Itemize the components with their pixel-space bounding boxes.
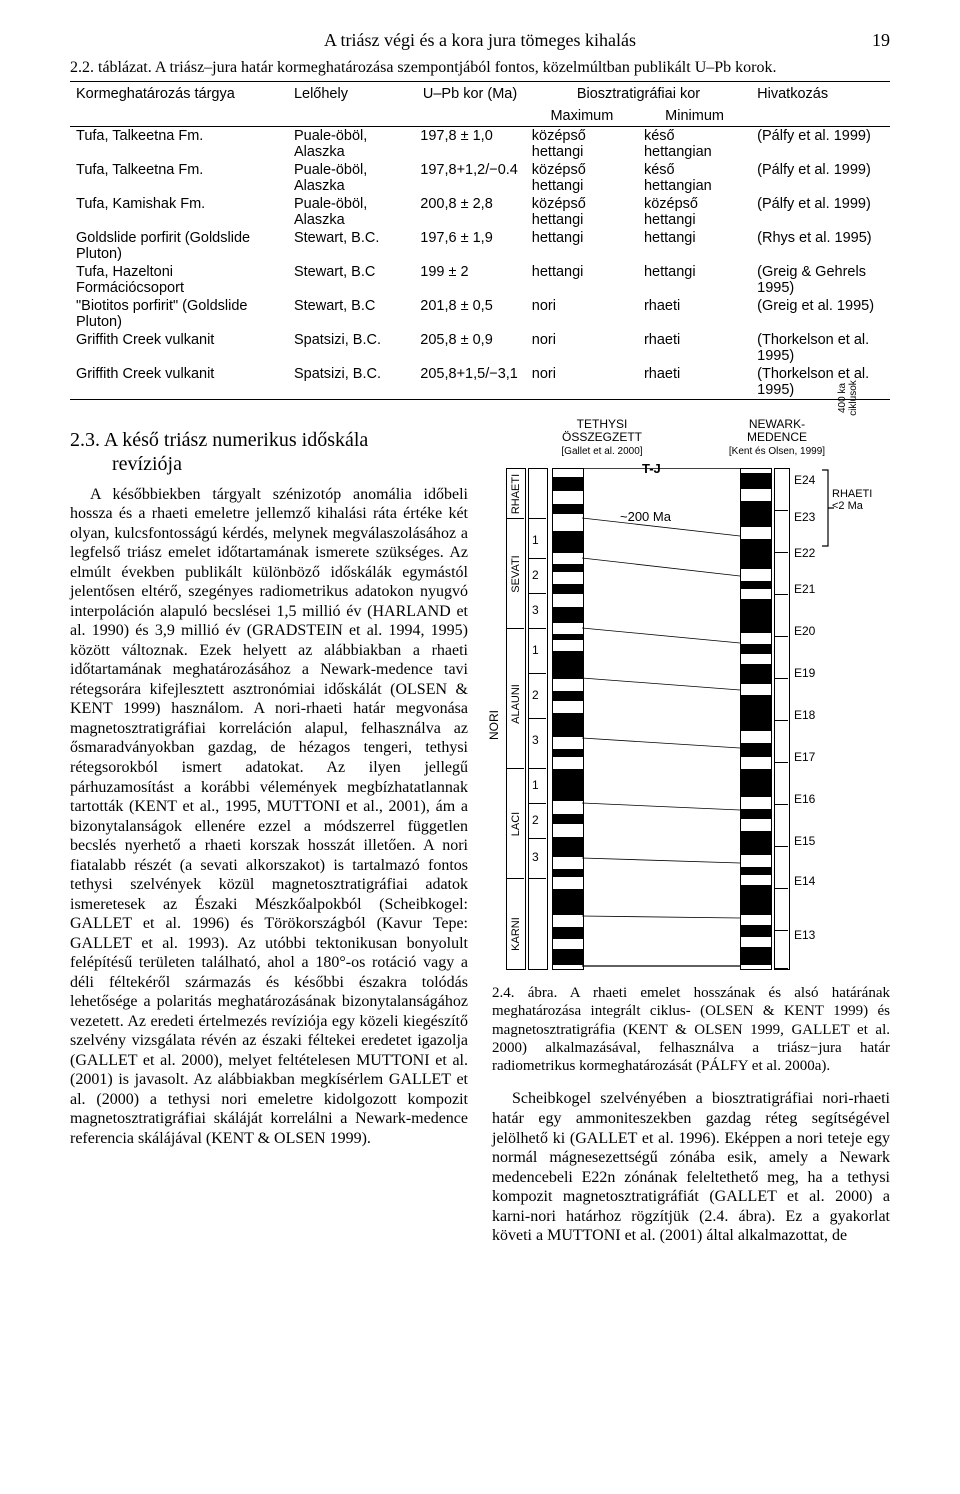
tj-label: T-J bbox=[642, 462, 661, 476]
table-row: "Biotitos porfirit" (Goldslide Pluton)St… bbox=[70, 297, 890, 331]
page-number: 19 bbox=[872, 30, 890, 51]
rhaeti-side-label: RHAETI <2 Ma bbox=[832, 488, 872, 512]
table-row: Griffith Creek vulkanitSpatsizi, B.C.205… bbox=[70, 365, 890, 399]
nori-label: NORI bbox=[487, 695, 501, 755]
e-label: E15 bbox=[794, 834, 815, 848]
e-label: E19 bbox=[794, 666, 815, 680]
e-label: E20 bbox=[794, 624, 815, 638]
th-min: Minimum bbox=[638, 104, 751, 127]
newark-cycle-column bbox=[774, 468, 790, 970]
e-label: E17 bbox=[794, 750, 815, 764]
fig-left-title: TETHYSI ÖSSZEGZETT [Gallet et al. 2000] bbox=[542, 418, 662, 458]
running-head: A triász végi és a kora jura tömeges kih… bbox=[70, 30, 890, 51]
th-age: U–Pb kor (Ma) bbox=[414, 82, 525, 127]
approx200-label: ~200 Ma bbox=[620, 510, 671, 524]
th-ref: Hivatkozás bbox=[751, 82, 890, 127]
e-label: E21 bbox=[794, 582, 815, 596]
figure-2-4-caption: 2.4. ábra. A rhaeti emelet hosszának és … bbox=[492, 984, 890, 1075]
rhaeti-bracket bbox=[822, 468, 834, 548]
table-row: Tufa, Talkeetna Fm.Puale-öböl, Alaszka19… bbox=[70, 161, 890, 195]
table-row: Tufa, Talkeetna Fm.Puale-öböl, Alaszka19… bbox=[70, 127, 890, 162]
e-label: E14 bbox=[794, 874, 815, 888]
e-label: E16 bbox=[794, 792, 815, 806]
table-2-2: Kormeghatározás tárgya Lelőhely U–Pb kor… bbox=[70, 81, 890, 400]
table-row: Goldslide porfirit (Goldslide Pluton)Ste… bbox=[70, 229, 890, 263]
section-2-3-title: 2.3. A késő triász numerikus időskála re… bbox=[70, 428, 468, 477]
section-num: 2.3. bbox=[70, 429, 100, 451]
table-row: Griffith Creek vulkanitSpatsizi, B.C.205… bbox=[70, 331, 890, 365]
e-label: E18 bbox=[794, 708, 815, 722]
stage-sevati: SEVATI bbox=[510, 544, 522, 604]
e-label: E24 bbox=[794, 473, 815, 487]
e-label: E23 bbox=[794, 510, 815, 524]
body-left-text: A későbbiekben tárgyalt szénizotóp anomá… bbox=[70, 485, 468, 1149]
fig-cycles-label: 400 ka ciklusok bbox=[837, 374, 859, 422]
stage-karni: KARNI bbox=[510, 904, 522, 964]
stage-rhaeti: RHAETI bbox=[510, 464, 522, 524]
table-row: Tufa, Kamishak Fm.Puale-öböl, Alaszka200… bbox=[70, 195, 890, 229]
table-row: Tufa, Hazeltoni FormációcsoportStewart, … bbox=[70, 263, 890, 297]
newark-magneto-column bbox=[740, 468, 772, 970]
tethys-magneto-column bbox=[552, 468, 584, 970]
right-body-text: Scheibkogel szelvényében a biosztratigrá… bbox=[492, 1089, 890, 1245]
stage-alauni: ALAUNI bbox=[510, 674, 522, 734]
section-title-l1: A késő triász numerikus időskála bbox=[104, 429, 368, 451]
e-label: E13 bbox=[794, 928, 815, 942]
running-head-text: A triász végi és a kora jura tömeges kih… bbox=[324, 30, 636, 50]
e-label: E22 bbox=[794, 546, 815, 560]
table-2-2-caption: 2.2. táblázat. A triász–jura határ korme… bbox=[70, 59, 890, 77]
th-loc: Lelőhely bbox=[288, 82, 414, 127]
left-column: 2.3. A késő triász numerikus időskála re… bbox=[70, 418, 468, 1148]
section-title-l2: revíziója bbox=[112, 452, 468, 476]
stage-laci: LACI bbox=[510, 794, 522, 854]
right-column: TETHYSI ÖSSZEGZETT [Gallet et al. 2000] … bbox=[492, 418, 890, 1246]
correlation-lines bbox=[582, 468, 740, 968]
th-max: Maximum bbox=[526, 104, 638, 127]
figure-2-4: TETHYSI ÖSSZEGZETT [Gallet et al. 2000] … bbox=[492, 418, 890, 978]
fig-right-title: NEWARK-MEDENCE [Kent és Olsen, 1999] bbox=[722, 418, 832, 458]
th-target: Kormeghatározás tárgya bbox=[70, 82, 288, 127]
th-bio: Biosztratigráfiai kor bbox=[526, 82, 751, 104]
